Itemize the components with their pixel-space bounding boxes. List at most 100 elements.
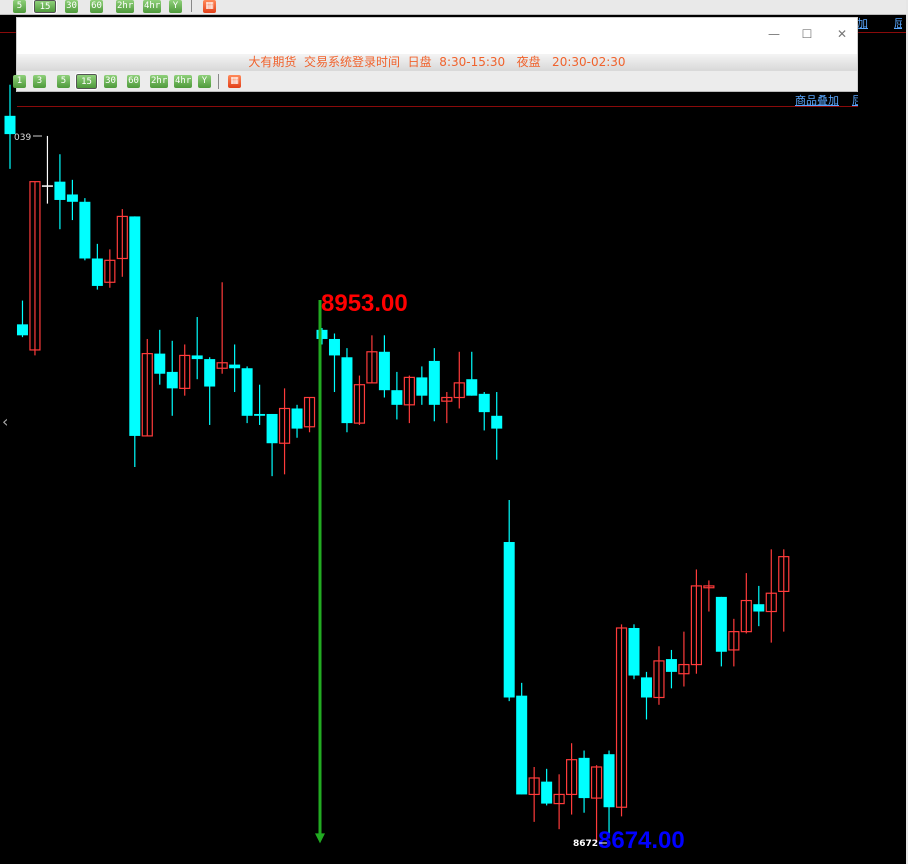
candle	[291, 404, 303, 438]
candle	[4, 84, 16, 169]
candle	[328, 333, 340, 393]
candle-body	[179, 354, 191, 389]
candle	[516, 682, 528, 795]
partial-link[interactable]: 屈	[894, 17, 902, 30]
period-button-4hr[interactable]: 4hr	[143, 0, 162, 13]
candle-body	[366, 351, 378, 384]
candle	[41, 135, 53, 204]
candle-body	[316, 329, 328, 339]
candle-body	[191, 355, 203, 360]
period-button-Y[interactable]: Y	[198, 75, 211, 88]
commodity-overlay-link[interactable]: 商品叠加	[795, 94, 839, 107]
candle-body	[728, 631, 740, 651]
period-button-5[interactable]: 5	[57, 75, 70, 88]
candle-body	[703, 585, 715, 589]
candle-body	[653, 660, 665, 699]
period-button-3[interactable]: 3	[33, 75, 46, 88]
calendar-icon[interactable]: ▦	[203, 0, 216, 13]
candle-body	[391, 390, 403, 405]
period-button-4hr[interactable]: 4hr	[174, 75, 193, 88]
candle-body	[353, 384, 366, 424]
candle-body	[254, 413, 266, 416]
candle	[441, 392, 453, 424]
period-button-15[interactable]: 15	[33, 0, 57, 14]
header-divider	[858, 32, 906, 33]
candle-body	[278, 407, 291, 444]
candle	[728, 618, 740, 667]
candle	[578, 750, 590, 813]
candle-body	[66, 194, 78, 202]
candle-body	[765, 592, 777, 613]
candle	[116, 209, 128, 277]
candle-body	[4, 115, 16, 135]
candle	[16, 300, 28, 338]
candle	[129, 216, 141, 468]
candle-body	[715, 596, 727, 652]
candle	[590, 765, 603, 842]
candle-body	[79, 201, 91, 259]
candle-body	[590, 766, 603, 799]
period-button-2hr[interactable]: 2hr	[116, 0, 135, 13]
candle	[141, 338, 153, 437]
period-button-30[interactable]: 30	[104, 75, 117, 88]
candle	[690, 569, 703, 674]
period-button-15[interactable]: 15	[75, 73, 98, 90]
candle	[640, 671, 652, 720]
background-toolbar: 5 15 30 60 2hr 4hr Y ▦	[0, 0, 906, 15]
high-price-label: 8953.00	[321, 290, 408, 317]
candle-body	[441, 396, 453, 402]
candle	[366, 335, 378, 384]
login-time-dialog: — ☐ ✕ 大有期货 交易系统登录时间 日盘 8:30-15:30 夜盘 20:…	[13, 17, 858, 92]
period-button-1[interactable]: 1	[13, 75, 26, 88]
period-button-60[interactable]: 60	[127, 75, 140, 88]
candle	[79, 198, 91, 261]
candle-body	[104, 259, 116, 283]
candle	[66, 179, 78, 221]
period-button-60[interactable]: 60	[90, 0, 103, 13]
partial-link[interactable]: 屈	[852, 94, 858, 107]
candle-body	[603, 754, 615, 808]
candle-body	[528, 777, 540, 796]
candle	[428, 348, 440, 422]
candle-body	[29, 181, 41, 351]
candle	[778, 549, 790, 632]
dialog-period-toolbar: 1 3 5 15 30 60 2hr 4hr Y ▦	[13, 71, 857, 92]
dialog-titlebar[interactable]: — ☐ ✕	[17, 18, 857, 54]
candle-body	[41, 185, 53, 187]
candle	[216, 282, 228, 374]
toolbar-separator	[191, 0, 192, 12]
candle-body	[116, 215, 128, 260]
candle	[603, 750, 615, 839]
candle	[466, 351, 478, 396]
scroll-left-icon[interactable]: ‹	[2, 412, 9, 431]
candle-body	[678, 663, 690, 675]
candle	[715, 596, 727, 667]
candle	[166, 340, 178, 416]
candle-body	[478, 393, 490, 413]
candle-body	[665, 659, 677, 672]
period-button-5[interactable]: 5	[13, 0, 26, 13]
candle-body	[615, 627, 628, 808]
candle	[491, 392, 503, 460]
candle	[278, 388, 291, 475]
candle	[478, 392, 490, 431]
candle-body	[54, 181, 66, 200]
candle-body	[453, 382, 465, 399]
candle	[503, 499, 515, 702]
candle	[553, 774, 565, 830]
close-icon[interactable]: ✕	[836, 27, 848, 41]
maximize-icon[interactable]: ☐	[801, 27, 813, 41]
period-button-2hr[interactable]: 2hr	[150, 75, 169, 88]
minimize-icon[interactable]: —	[768, 27, 780, 41]
candle-body	[266, 413, 278, 444]
period-button-Y[interactable]: Y	[169, 0, 182, 13]
candle	[316, 328, 328, 345]
candle-body	[416, 377, 428, 396]
calendar-icon[interactable]: ▦	[228, 75, 241, 88]
candle	[303, 396, 316, 433]
period-button-30[interactable]: 30	[65, 0, 78, 13]
candle-body	[516, 695, 528, 795]
candle	[104, 249, 116, 288]
down-arrow-icon	[315, 833, 325, 844]
